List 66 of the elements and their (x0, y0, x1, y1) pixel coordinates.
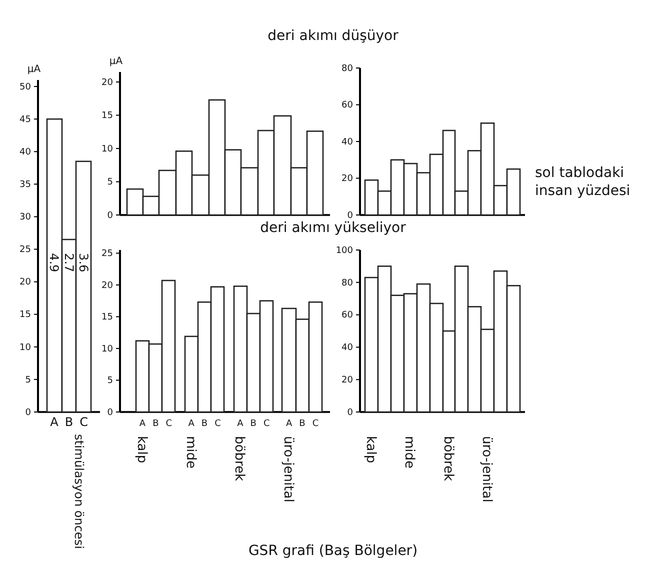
text: üro-jenital (479, 436, 494, 502)
y-tick-label: 100 (336, 246, 354, 256)
x-tick-label: C (312, 419, 319, 429)
y-axis-title: μA (109, 56, 123, 67)
x-tick-label: B (64, 415, 74, 429)
chart-title: deri akımı yükseliyor (260, 220, 406, 236)
y-tick-label: 40 (342, 343, 354, 354)
x-tick-label: C (80, 415, 88, 429)
y-tick-label: 20 (342, 174, 354, 184)
y-axis-title: μA (27, 64, 41, 75)
y-tick-label: 15 (102, 312, 113, 323)
y-tick-label: 45 (20, 114, 31, 125)
y-tick-label: 60 (342, 100, 354, 111)
y-tick-label: 20 (342, 375, 354, 386)
y-tick-label: 0 (25, 408, 32, 418)
text: kalp (363, 436, 378, 464)
x-tick-label: B (299, 419, 306, 429)
y-tick-label: 30 (20, 212, 32, 223)
y-tick-label: 0 (107, 408, 114, 418)
y-tick-label: 15 (102, 111, 113, 122)
x-tick-label: A (139, 419, 146, 429)
x-tick-label: A (50, 415, 60, 429)
y-tick-label: 10 (20, 342, 32, 353)
text: sol tablodaki insan yüzdesi (535, 165, 630, 200)
chart-title: deri akımı düşüyor (268, 28, 399, 44)
text: stimülasyon öncesi (72, 434, 86, 549)
annotation: 2.7 (62, 253, 76, 272)
y-tick-label: 25 (20, 245, 31, 256)
x-tick-label: C (166, 419, 172, 429)
y-tick-label: 40 (20, 147, 32, 158)
x-tick-label: C (214, 419, 221, 429)
x-tick-label: B (152, 419, 159, 429)
y-tick-label: 5 (25, 375, 31, 386)
text: mide (402, 436, 417, 469)
y-tick-label: 20 (102, 78, 114, 88)
y-tick-label: 0 (347, 408, 354, 418)
y-tick-label: 60 (342, 310, 354, 321)
annotation: 4.9 (47, 253, 62, 272)
y-tick-label: 80 (342, 64, 354, 74)
x-tick-label: A (286, 419, 293, 429)
y-tick-label: 10 (102, 144, 114, 154)
annotation: 3.6 (76, 253, 91, 272)
x-tick-label: B (250, 419, 256, 429)
y-tick-label: 5 (107, 376, 113, 386)
x-tick-label: C (263, 419, 270, 429)
y-tick-label: 35 (20, 180, 31, 190)
y-tick-label: 25 (102, 249, 113, 260)
y-tick-label: 0 (347, 210, 354, 221)
y-tick-label: 20 (102, 280, 114, 291)
y-tick-label: 80 (342, 278, 354, 288)
y-tick-label: 20 (20, 278, 32, 288)
x-tick-label: A (237, 419, 244, 429)
text: üro-jenital (280, 436, 296, 502)
y-tick-label: 15 (20, 310, 31, 320)
text: böbrek (440, 436, 456, 482)
y-tick-label: 5 (107, 178, 113, 188)
text: böbrek (232, 436, 247, 482)
x-tick-label: A (188, 419, 196, 429)
y-tick-label: 0 (107, 210, 114, 221)
y-tick-label: 10 (102, 344, 114, 354)
y-tick-label: 50 (20, 82, 32, 92)
x-tick-label: B (201, 419, 208, 429)
y-tick-label: 40 (342, 137, 354, 148)
text: GSR grafi (Baş Bölgeler) (248, 543, 418, 559)
text: mide (182, 436, 198, 469)
text: kalp (134, 436, 149, 464)
